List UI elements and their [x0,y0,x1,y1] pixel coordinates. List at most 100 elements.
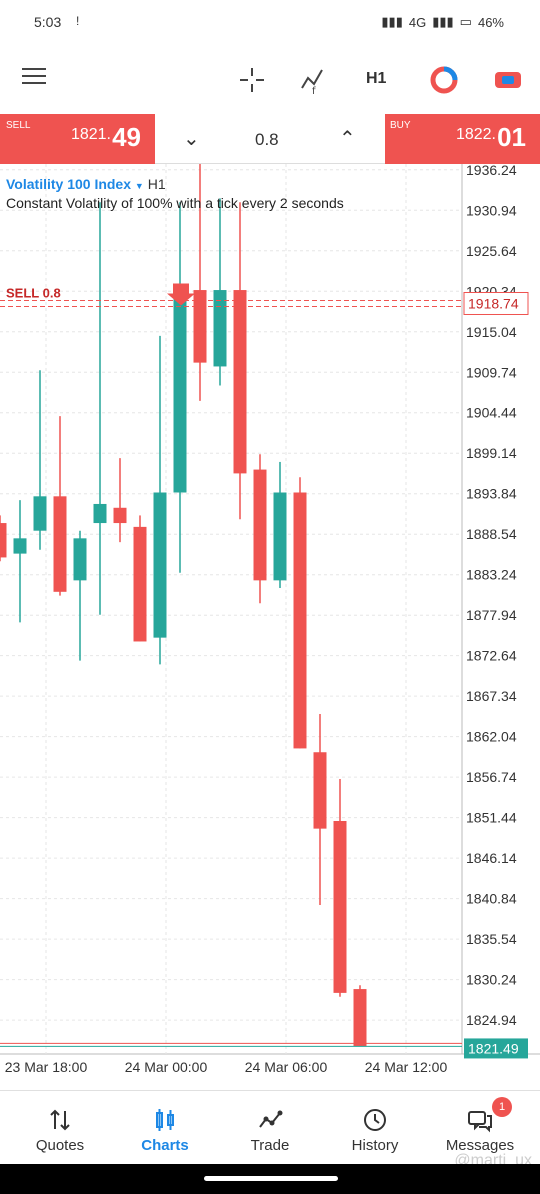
candle-body [213,290,227,367]
y-tick-label: 1856.74 [466,769,517,785]
trade-bar: SELL 1821. 49 ⌄ 0.8 ⌃ BUY 1822. 01 [0,114,540,164]
y-tick-label: 1915.04 [466,324,517,340]
nav-charts-label: Charts [141,1137,189,1154]
gesture-bar [0,1164,540,1194]
y-tick-label: 1862.04 [466,729,517,745]
bottom-navigation: Quotes Charts Trade History Messages 1 [0,1090,540,1164]
candle-body [333,820,347,993]
candle-body [0,523,7,558]
y-tick-label: 1846.14 [466,850,517,866]
lot-increase-button[interactable]: ⌃ [339,128,356,150]
battery-percent: 46% [477,14,504,30]
y-tick-label: 1867.34 [466,688,517,704]
quotes-icon [50,1109,70,1131]
home-indicator[interactable] [204,1176,338,1181]
nav-charts[interactable]: Charts [111,1091,219,1165]
crosshair-icon[interactable] [236,64,268,96]
y-tick-label: 1877.94 [466,607,517,623]
buy-price-big: 01 [497,122,526,152]
y-tick-label: 1925.64 [466,243,517,259]
history-icon [364,1109,386,1131]
signal-icon: ▮▮▮ [381,14,403,29]
y-tick-label: 1909.74 [466,364,517,380]
nav-history-label: History [351,1137,399,1154]
candle-body [173,290,187,493]
candle-body [253,469,267,581]
candle-body [313,752,327,829]
y-tick-label: 1830.24 [466,972,517,988]
position-label: SELL 0.8 [6,285,61,300]
y-tick-label: 1904.44 [466,405,517,421]
candle-body [13,538,27,554]
x-tick-label: 23 Mar 18:00 [5,1059,88,1075]
top-toolbar: f H1 [0,48,540,110]
y-tick-label: 1824.94 [466,1012,517,1028]
y-tick-label: 1840.84 [466,891,517,907]
x-tick-label: 24 Mar 12:00 [365,1059,448,1075]
sell-label: SELL [6,120,31,131]
lot-decrease-button[interactable]: ⌄ [183,128,200,150]
signal-icon-2: ▮▮▮ [432,14,454,29]
y-tick-label: 1899.14 [466,445,517,461]
trade-icon [259,1110,283,1128]
symbol-description: Constant Volatility of 100% with a tick … [6,195,344,211]
trade-ticket-icon[interactable] [492,64,524,96]
status-right: ▮▮▮ 4G ▮▮▮ ▭ 46% [381,14,504,30]
network-type: 4G [408,14,427,30]
candle-body [293,492,307,749]
candle-body [33,496,47,531]
timeframe-selector[interactable]: H1 [366,70,387,87]
candle-body [273,492,287,581]
y-tick-label: 1835.54 [466,931,517,947]
nav-quotes[interactable]: Quotes [6,1091,114,1165]
candle-body [153,492,167,638]
nav-quotes-label: Quotes [35,1137,85,1154]
y-tick-label: 1883.24 [466,567,517,583]
candle-body [113,507,127,524]
candle-body [133,526,147,642]
candle-body [53,496,67,592]
nav-messages[interactable]: Messages 1 [426,1091,534,1165]
candle-body [353,989,367,1047]
sell-button[interactable]: SELL 1821. 49 [0,114,155,164]
chart-type-icon[interactable] [428,64,460,96]
chart-symbol-title[interactable]: Volatility 100 Index ▼ H1 [6,176,166,192]
buy-price-small: 1822. [455,126,496,143]
symbol-name: Volatility 100 Index [6,176,132,192]
buy-label: BUY [390,120,411,131]
y-tick-label: 1872.64 [466,648,517,664]
chart-timeframe: H1 [147,176,166,192]
price-chart[interactable]: 1936.241930.941925.641920.341915.041909.… [0,164,540,1090]
y-tick-label: 1936.24 [466,164,517,178]
lot-size-value[interactable]: 0.8 [255,130,279,149]
status-time: 5:03 [34,14,62,30]
lot-size-control: ⌄ 0.8 ⌃ [155,114,385,164]
charts-icon [156,1109,174,1131]
position-price-tag: 1918.74 [468,295,519,311]
messages-badge: 1 [492,1097,512,1117]
nav-history[interactable]: History [321,1091,429,1165]
messages-icon [468,1111,492,1133]
nav-trade[interactable]: Trade [216,1091,324,1165]
sell-arrow-icon [167,283,195,306]
hamburger-menu-icon[interactable] [22,68,46,86]
nav-messages-label: Messages [445,1137,515,1154]
current-price-tag-box [464,1038,528,1059]
candle-body [73,538,87,581]
indicators-icon[interactable]: f [298,64,330,96]
position-price-tag-box [463,291,529,315]
sell-price-big: 49 [112,122,141,152]
sell-price-small: 1821. [70,126,111,143]
y-tick-label: 1851.44 [466,810,517,826]
candle-body [233,290,247,474]
current-price-tag: 1821.49 [468,1040,519,1056]
candle-body [193,290,207,363]
symbol-dropdown-icon: ▼ [134,181,144,191]
svg-text:f: f [312,86,316,96]
y-tick-label: 1893.84 [466,486,517,502]
status-bar: 5:03 ! ▮▮▮ 4G ▮▮▮ ▭ 46% [0,0,540,44]
y-tick-label: 1930.94 [466,202,517,218]
x-tick-label: 24 Mar 00:00 [125,1059,208,1075]
buy-button[interactable]: BUY 1822. 01 [385,114,540,164]
y-tick-label: 1888.54 [466,526,517,542]
